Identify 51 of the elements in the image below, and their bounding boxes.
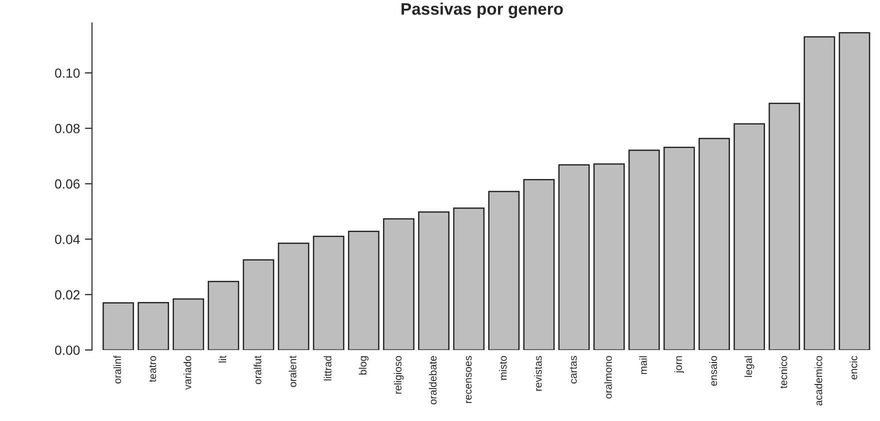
bar <box>138 302 170 350</box>
bar <box>312 236 344 350</box>
x-tick-label: ensaio <box>709 356 718 386</box>
x-tick-label: tecnico <box>780 356 788 388</box>
bar <box>348 230 380 350</box>
bar <box>768 102 800 350</box>
bar <box>663 146 695 350</box>
y-tick-label: 0.06 <box>55 179 80 189</box>
bar <box>523 178 555 350</box>
bar <box>558 164 590 350</box>
bar <box>593 163 625 350</box>
bar <box>383 218 414 350</box>
x-tick-label: religioso <box>394 356 404 394</box>
x-tick-label: blog <box>358 356 369 375</box>
y-tick-label: 0.04 <box>55 234 80 244</box>
x-tick-label: teatro <box>149 356 156 382</box>
x-tick-label: academico <box>814 356 822 406</box>
x-tick-label: oralfut <box>254 356 262 384</box>
y-tick-label: 0.10 <box>55 68 80 78</box>
x-tick-label: legal <box>744 356 754 377</box>
bar <box>102 302 134 350</box>
bar <box>488 190 520 350</box>
x-tick-label: encic <box>850 356 858 380</box>
x-tick-label: oralinf <box>113 356 122 384</box>
x-tick-label: littrad <box>324 356 332 380</box>
bar <box>278 242 310 350</box>
x-tick-label: oralmono <box>604 356 612 399</box>
bar <box>628 150 660 350</box>
y-tick-label: 0.00 <box>55 346 80 355</box>
bar <box>242 259 274 350</box>
x-tick-label: variado <box>184 356 192 390</box>
bar <box>453 207 485 350</box>
y-tick-label: 0.02 <box>55 290 80 300</box>
x-tick-label: revistas <box>534 356 542 391</box>
bar <box>172 298 204 350</box>
x-tick-label: jorn <box>674 356 684 374</box>
x-tick-label: cartas <box>570 356 577 384</box>
x-tick-label: recensoes <box>466 356 472 403</box>
bar <box>208 280 240 350</box>
bar <box>838 32 870 350</box>
bar <box>698 138 730 350</box>
bar <box>734 123 766 350</box>
x-tick-label: oraldebate <box>428 356 437 404</box>
chart-title: Passivas por genero <box>402 2 563 18</box>
x-tick-label: oralent <box>288 356 296 387</box>
x-tick-label: lit <box>218 356 226 362</box>
x-tick-label: mail <box>639 356 647 374</box>
bar <box>804 36 836 350</box>
x-tick-label: misto <box>499 356 507 380</box>
bar <box>418 211 450 350</box>
y-tick-label: 0.08 <box>55 124 80 134</box>
